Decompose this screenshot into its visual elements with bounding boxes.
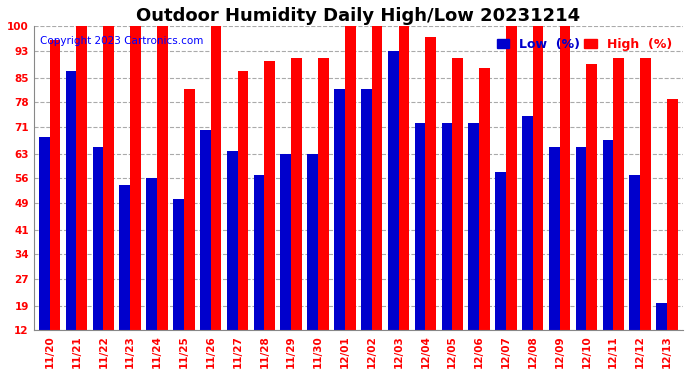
Bar: [479, 68, 490, 330]
Bar: [318, 58, 328, 330]
Bar: [533, 27, 544, 330]
Bar: [560, 27, 571, 330]
Bar: [345, 27, 355, 330]
Bar: [667, 99, 678, 330]
Bar: [66, 71, 77, 330]
Bar: [602, 140, 613, 330]
Bar: [629, 175, 640, 330]
Bar: [613, 58, 624, 330]
Bar: [307, 154, 318, 330]
Bar: [495, 171, 506, 330]
Bar: [50, 40, 61, 330]
Bar: [399, 27, 409, 330]
Bar: [388, 51, 399, 330]
Bar: [415, 123, 426, 330]
Bar: [442, 123, 452, 330]
Bar: [280, 154, 291, 330]
Bar: [146, 178, 157, 330]
Bar: [157, 27, 168, 330]
Bar: [77, 27, 87, 330]
Bar: [640, 58, 651, 330]
Bar: [264, 61, 275, 330]
Legend: Low  (%), High  (%): Low (%), High (%): [492, 33, 677, 56]
Bar: [200, 130, 210, 330]
Bar: [291, 58, 302, 330]
Bar: [469, 123, 479, 330]
Bar: [104, 27, 114, 330]
Bar: [586, 64, 597, 330]
Bar: [130, 27, 141, 330]
Bar: [522, 116, 533, 330]
Bar: [173, 199, 184, 330]
Bar: [334, 88, 345, 330]
Bar: [227, 151, 237, 330]
Bar: [506, 27, 517, 330]
Bar: [656, 303, 667, 330]
Bar: [575, 147, 586, 330]
Bar: [549, 147, 560, 330]
Text: Copyright 2023 Cartronics.com: Copyright 2023 Cartronics.com: [40, 36, 204, 46]
Bar: [119, 185, 130, 330]
Bar: [92, 147, 104, 330]
Bar: [361, 88, 372, 330]
Bar: [372, 27, 382, 330]
Bar: [254, 175, 264, 330]
Bar: [426, 37, 436, 330]
Title: Outdoor Humidity Daily High/Low 20231214: Outdoor Humidity Daily High/Low 20231214: [136, 7, 580, 25]
Bar: [237, 71, 248, 330]
Bar: [210, 27, 221, 330]
Bar: [452, 58, 463, 330]
Bar: [39, 137, 50, 330]
Bar: [184, 88, 195, 330]
